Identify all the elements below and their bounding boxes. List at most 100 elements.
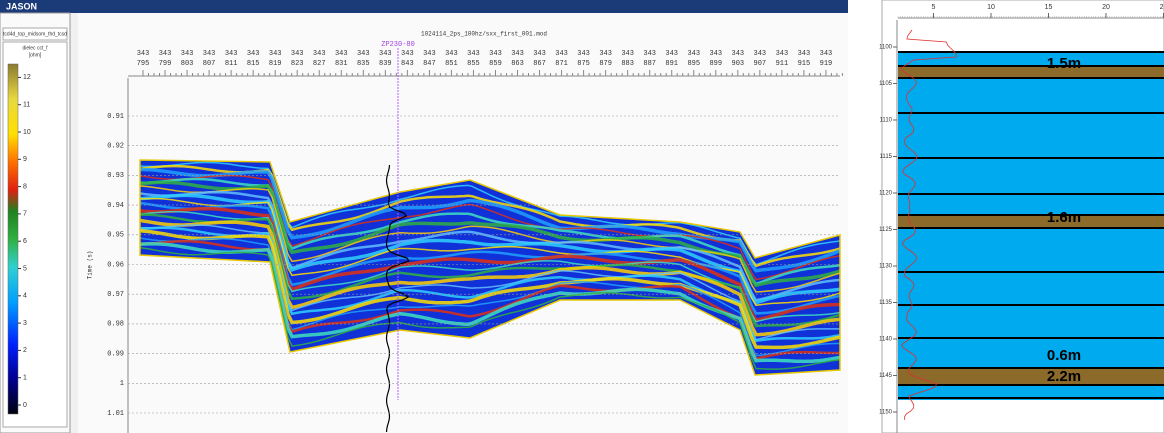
y-tick-label: 0.96 (107, 261, 124, 269)
trace-line-label: 343 (555, 50, 568, 58)
depth-tick-label: 1100 (879, 45, 893, 51)
trace-line-label: 343 (533, 50, 546, 58)
trace-label: 887 (643, 60, 656, 68)
thickness-annotation: 1.5m (1047, 55, 1081, 72)
colorbar-tick-label: 1 (23, 375, 27, 382)
trace-label: 871 (555, 60, 568, 68)
trace-label: 839 (379, 60, 392, 68)
depth-tick-label: 1115 (880, 154, 893, 160)
y-tick-label: 0.98 (107, 321, 124, 329)
y-tick-label: 0.95 (107, 232, 124, 240)
y-tick-label: 0.97 (107, 291, 124, 299)
colorbar-tick-label: 7 (23, 211, 27, 218)
trace-line-label: 343 (423, 50, 436, 58)
trace-label: 919 (820, 60, 833, 68)
trace-line-label: 343 (225, 50, 238, 58)
trace-label: 795 (137, 60, 150, 68)
trace-label: 879 (599, 60, 612, 68)
trace-line-label: 343 (687, 50, 700, 58)
trace-label: 819 (269, 60, 282, 68)
trace-line-label: 343 (159, 50, 172, 58)
trace-line-label: 343 (489, 50, 502, 58)
colorbar-tick-label: 6 (23, 238, 27, 245)
property-unit: [ohm] (29, 52, 42, 58)
trace-label: 827 (313, 60, 326, 68)
trace-line-label: 343 (181, 50, 194, 58)
colorbar-tick-label: 11 (23, 102, 30, 109)
trace-line-label: 343 (291, 50, 304, 58)
trace-line-label: 343 (776, 50, 789, 58)
trace-label: 835 (357, 60, 370, 68)
colorbar (8, 64, 18, 414)
trace-line-label: 343 (401, 50, 414, 58)
trace-line-label: 343 (335, 50, 348, 58)
trace-line-label: 343 (709, 50, 722, 58)
trace-label: 899 (709, 60, 722, 68)
trace-label: 811 (225, 60, 238, 68)
depth-tick-label: 1120 (879, 191, 893, 197)
trace-line-label: 343 (203, 50, 216, 58)
trace-label: 807 (203, 60, 216, 68)
y-tick-label: 0.91 (107, 113, 124, 121)
top-tick-label: 15 (1045, 4, 1053, 11)
well-name: ZP230-80 (381, 41, 415, 49)
trace-line-label: 343 (269, 50, 282, 58)
trace-label: 847 (423, 60, 436, 68)
trace-label: 903 (732, 60, 745, 68)
trace-label: 855 (467, 60, 480, 68)
colorbar-tick-label: 5 (23, 265, 27, 272)
top-tick-label: 25 (1160, 4, 1164, 11)
trace-line-label: 343 (798, 50, 811, 58)
trace-line-label: 343 (599, 50, 612, 58)
layer-band (898, 66, 1164, 78)
trace-label: 911 (776, 60, 789, 68)
thickness-annotation: 2.2m (1047, 368, 1081, 385)
trace-line-label: 343 (577, 50, 590, 58)
trace-label: 863 (511, 60, 524, 68)
thickness-annotation: 0.6m (1047, 347, 1081, 364)
y-tick-label: 0.99 (107, 350, 124, 358)
layer-band (898, 215, 1164, 228)
depth-tick-label: 1125 (879, 227, 893, 233)
depth-tick-label: 1150 (879, 410, 893, 416)
trace-label: 851 (445, 60, 458, 68)
depth-tick-label: 1105 (879, 81, 893, 87)
trace-line-label: 343 (137, 50, 150, 58)
y-tick-label: 0.93 (107, 172, 124, 180)
trace-label: 831 (335, 60, 348, 68)
depth-tick-label: 1135 (879, 300, 893, 306)
top-tick-label: 5 (932, 4, 936, 11)
y-axis-label: Time (s) (87, 251, 94, 280)
depth-tick-label: 1145 (879, 373, 893, 379)
trace-label: 859 (489, 60, 502, 68)
y-tick-label: 0.94 (107, 202, 124, 210)
depth-tick-label: 1140 (879, 337, 893, 343)
trace-label: 815 (247, 60, 260, 68)
trace-line-label: 343 (732, 50, 745, 58)
top-tick-label: 20 (1102, 4, 1110, 11)
trace-label: 875 (577, 60, 590, 68)
trace-line-label: 343 (643, 50, 656, 58)
trace-label: 915 (798, 60, 811, 68)
trace-label: 907 (754, 60, 767, 68)
y-tick-label: 1 (120, 380, 124, 388)
title-bar (0, 0, 848, 13)
trace-label: 867 (533, 60, 546, 68)
y-tick-label: 0.92 (107, 143, 124, 151)
colorbar-tick-label: 3 (23, 320, 27, 327)
logo: JASON (6, 1, 37, 11)
trace-line-label: 343 (357, 50, 370, 58)
trace-line-label: 343 (754, 50, 767, 58)
property-name: dielec cct_f (22, 45, 48, 51)
trace-line-label: 343 (379, 50, 392, 58)
top-tick-label: 10 (987, 4, 995, 11)
trace-label: 803 (181, 60, 194, 68)
screenshot: JASON tcd4d_top_midsom_thd_tcsd dielec c… (0, 0, 1164, 433)
colorbar-tick-label: 12 (23, 74, 31, 81)
trace-line-label: 343 (820, 50, 833, 58)
trace-line-label: 343 (511, 50, 524, 58)
trace-label: 799 (159, 60, 172, 68)
trace-line-label: 343 (313, 50, 326, 58)
colorbar-tick-label: 0 (23, 402, 27, 409)
thickness-annotation: 1.6m (1047, 209, 1081, 226)
